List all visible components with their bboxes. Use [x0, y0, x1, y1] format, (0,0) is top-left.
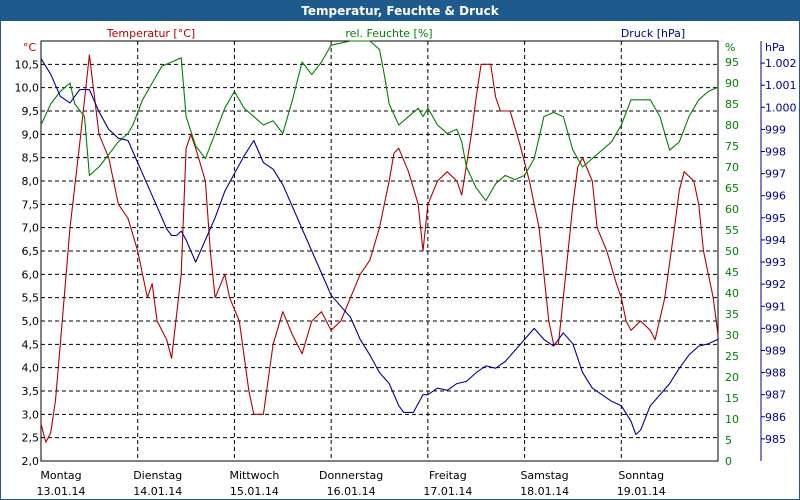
temperature-tick-label: 8,0	[22, 175, 40, 188]
x-date-label: 19.01.14	[617, 485, 666, 498]
pressure-tick-label: 998	[765, 146, 786, 159]
temperature-tick-label: 2,0	[22, 455, 40, 468]
humidity-tick-label: 85	[725, 98, 739, 111]
pressure-tick-label: 1.001	[765, 79, 797, 92]
x-day-label: Mittwoch	[229, 469, 279, 482]
pressure-tick-label: 985	[765, 433, 786, 446]
humidity-tick-label: 40	[725, 287, 739, 300]
temperature-tick-label: 6,5	[22, 245, 40, 258]
x-day-label: Freitag	[429, 469, 467, 482]
humidity-tick-label: 70	[725, 161, 739, 174]
humidity-tick-label: 65	[725, 182, 739, 195]
pressure-tick-label: 994	[765, 234, 786, 247]
humidity-tick-label: 80	[725, 119, 739, 132]
temperature-tick-label: 5,5	[22, 292, 40, 305]
temperature-tick-label: 3,0	[22, 408, 40, 421]
humidity-tick-label: 90	[725, 77, 739, 90]
temperature-tick-label: 4,5	[22, 338, 40, 351]
pressure-tick-label: 993	[765, 256, 786, 269]
pressure-tick-label: 999	[765, 123, 786, 136]
temperature-tick-label: 5,0	[22, 315, 40, 328]
temperature-tick-label: 4,0	[22, 362, 40, 375]
humidity-unit-label: %	[725, 41, 735, 54]
x-day-label: Samstag	[520, 469, 568, 482]
x-date-label: 13.01.14	[37, 485, 86, 498]
humidity-tick-label: 15	[725, 392, 739, 405]
pressure-axis-label: Druck [hPa]	[621, 27, 685, 40]
pressure-tick-label: 990	[765, 322, 786, 335]
x-day-label: Sonntag	[618, 469, 664, 482]
pressure-tick-label: 991	[765, 300, 786, 313]
pressure-tick-label: 1.000	[765, 101, 797, 114]
x-date-label: 18.01.14	[520, 485, 569, 498]
temperature-tick-label: 10,5	[15, 58, 40, 71]
humidity-tick-label: 55	[725, 224, 739, 237]
temperature-tick-label: 3,5	[22, 385, 40, 398]
temperature-unit-label: °C	[23, 41, 37, 54]
x-day-label: Donnerstag	[319, 469, 383, 482]
temperature-tick-label: 7,0	[22, 222, 40, 235]
humidity-tick-label: 35	[725, 308, 739, 321]
x-date-label: 17.01.14	[423, 485, 472, 498]
humidity-tick-label: 25	[725, 350, 739, 363]
humidity-tick-label: 0	[725, 455, 732, 468]
humidity-axis-label: rel. Feuchte [%]	[345, 27, 432, 40]
pressure-tick-label: 1.002	[765, 57, 797, 70]
temperature-tick-label: 9,5	[22, 105, 40, 118]
pressure-unit-label: hPa	[765, 41, 785, 54]
temperature-tick-label: 7,5	[22, 198, 40, 211]
pressure-tick-label: 992	[765, 278, 786, 291]
x-date-label: 14.01.14	[133, 485, 182, 498]
humidity-tick-label: 45	[725, 266, 739, 279]
humidity-tick-label: 5	[725, 434, 732, 447]
humidity-tick-label: 75	[725, 140, 739, 153]
humidity-tick-label: 10	[725, 413, 739, 426]
pressure-tick-label: 988	[765, 367, 786, 380]
humidity-tick-label: 60	[725, 203, 739, 216]
x-day-label: Dienstag	[133, 469, 182, 482]
pressure-tick-label: 989	[765, 344, 786, 357]
x-day-label: Montag	[40, 469, 81, 482]
temperature-line	[40, 54, 719, 443]
temperature-tick-label: 10,0	[15, 82, 40, 95]
pressure-tick-label: 997	[765, 168, 786, 181]
humidity-tick-label: 50	[725, 245, 739, 258]
pressure-line	[40, 58, 719, 436]
pressure-tick-label: 996	[765, 190, 786, 203]
chart-title: Temperatur, Feuchte & Druck	[1, 1, 799, 21]
pressure-tick-label: 986	[765, 411, 786, 424]
humidity-tick-label: 30	[725, 329, 739, 342]
humidity-tick-label: 95	[725, 56, 739, 69]
x-date-label: 15.01.14	[230, 485, 279, 498]
temperature-axis-label: Temperatur [°C]	[106, 27, 195, 40]
x-date-label: 16.01.14	[327, 485, 376, 498]
humidity-tick-label: 20	[725, 371, 739, 384]
pressure-tick-label: 987	[765, 389, 786, 402]
temperature-tick-label: 2,5	[22, 432, 40, 445]
temperature-tick-label: 9,0	[22, 128, 40, 141]
pressure-tick-label: 995	[765, 212, 786, 225]
temperature-tick-label: 6,0	[22, 268, 40, 281]
temperature-tick-label: 8,5	[22, 152, 40, 165]
humidity-line	[40, 40, 719, 202]
